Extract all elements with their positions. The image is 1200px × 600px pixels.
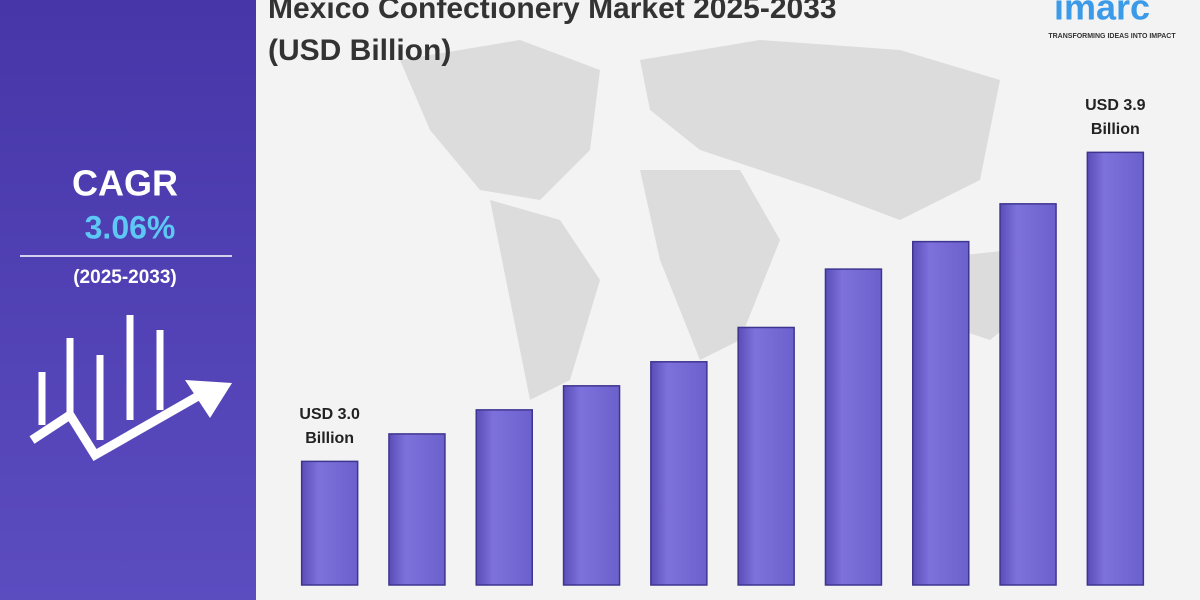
bar (1086, 151, 1145, 586)
cagr-period: (2025-2033) (73, 267, 177, 288)
value-label: USD 3.0 Billion (299, 406, 360, 448)
bar (824, 268, 883, 586)
logo-tagline: TRANSFORMING IDEAS INTO IMPACT (1048, 33, 1176, 40)
bar (475, 409, 533, 586)
chart-subtitle: (USD Billion) (268, 34, 451, 67)
bar (650, 361, 708, 586)
bar (737, 326, 795, 586)
cagr-value: 3.06% (85, 209, 176, 245)
world-map (400, 40, 1040, 400)
arrow-head (185, 380, 232, 418)
growth-icon (29, 315, 203, 462)
bar (388, 433, 446, 586)
chart-title: Mexico Confectionery Market 2025-2033 (268, 0, 837, 25)
cagr-label: CAGR (72, 163, 178, 204)
bar (999, 203, 1057, 586)
bar (300, 460, 359, 586)
cagr-panel (0, 0, 256, 600)
bar (912, 240, 970, 586)
bar (562, 385, 621, 586)
value-label: USD 3.9 Billion (1085, 97, 1146, 139)
logo: imarc (1054, 0, 1150, 28)
